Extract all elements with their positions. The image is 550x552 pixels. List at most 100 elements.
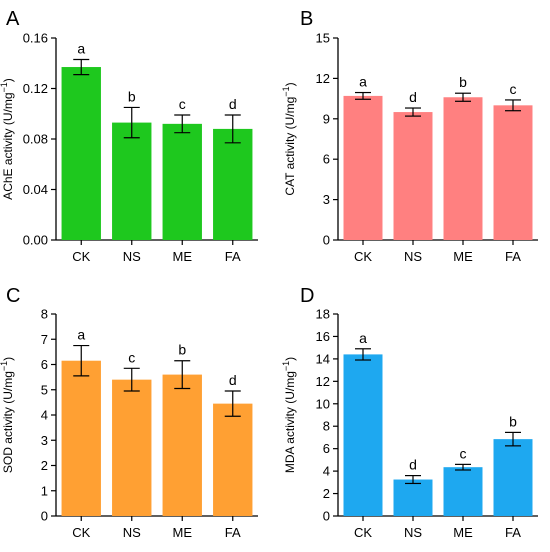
y-axis-label-superscript: −1 bbox=[0, 82, 9, 92]
y-axis-label-superscript: −1 bbox=[0, 361, 9, 371]
y-tick-label: 16 bbox=[316, 329, 330, 344]
significance-label: d bbox=[229, 96, 237, 112]
category-label: ME bbox=[173, 525, 193, 540]
y-tick-label: 3 bbox=[323, 192, 330, 207]
panel-letter: C bbox=[6, 285, 20, 307]
y-axis-label-end: ) bbox=[1, 78, 15, 82]
bar bbox=[443, 467, 483, 516]
significance-label: c bbox=[510, 81, 517, 97]
significance-label: a bbox=[77, 327, 85, 343]
bar bbox=[393, 479, 433, 516]
y-axis-label: MDA activity (U/mg−1) bbox=[281, 357, 297, 473]
bar bbox=[61, 360, 101, 516]
panel-letter: A bbox=[6, 8, 20, 30]
significance-label: d bbox=[409, 89, 417, 105]
bar bbox=[61, 67, 101, 240]
significance-label: a bbox=[77, 40, 85, 56]
significance-label: d bbox=[409, 457, 417, 473]
panel-a: A 0.00 0.04 0.08 0.12 0.16 AChE activity (U/mg… bbox=[0, 8, 258, 264]
y-tick-label: 5 bbox=[41, 382, 48, 397]
significance-label: c bbox=[179, 96, 186, 112]
y-tick-label: 8 bbox=[323, 419, 330, 434]
y-tick-label: 4 bbox=[41, 408, 48, 423]
category-label: CK bbox=[354, 249, 372, 264]
y-axis-label-main: MDA activity (U/mg bbox=[283, 371, 297, 473]
category-label: NS bbox=[123, 249, 141, 264]
bar bbox=[443, 97, 483, 241]
category-label: FA bbox=[505, 525, 521, 540]
y-tick-label: 2 bbox=[41, 458, 48, 473]
bar bbox=[213, 403, 253, 516]
bar bbox=[162, 123, 202, 240]
y-axis-label-superscript: −1 bbox=[281, 361, 291, 371]
bar bbox=[162, 374, 202, 516]
bar bbox=[112, 379, 152, 516]
y-tick-label: 2 bbox=[323, 486, 330, 501]
panel-d: D 0 2 4 6 8 10 12 14 16 18 MDA activity (U/mg−1) a CK… bbox=[281, 285, 538, 540]
y-tick-label: 1 bbox=[41, 483, 48, 498]
category-label: CK bbox=[354, 525, 372, 540]
y-tick-label: 0 bbox=[323, 233, 330, 248]
bar bbox=[343, 95, 383, 240]
y-axis-label-main: AChE activity (U/mg bbox=[1, 92, 15, 199]
y-tick-label: 4 bbox=[323, 464, 330, 479]
y-axis-label-end: ) bbox=[283, 357, 297, 361]
y-tick-label: 0.16 bbox=[23, 31, 48, 46]
y-tick-label: 3 bbox=[41, 433, 48, 448]
panel-c: C 0 1 2 3 4 5 6 7 8 SOD activity (U/mg−1) a CK c NS b ME… bbox=[0, 285, 258, 540]
panel-b: B 0 3 6 9 12 15 CAT activity (U/mg−1) a CK d NS b ME c… bbox=[281, 8, 538, 264]
category-label: FA bbox=[225, 525, 241, 540]
category-label: NS bbox=[404, 249, 422, 264]
category-label: ME bbox=[453, 249, 473, 264]
bar bbox=[343, 354, 383, 516]
category-label: CK bbox=[72, 525, 90, 540]
category-label: NS bbox=[123, 525, 141, 540]
bar bbox=[493, 439, 533, 516]
category-label: FA bbox=[225, 249, 241, 264]
y-tick-label: 6 bbox=[323, 441, 330, 456]
significance-label: d bbox=[229, 372, 237, 388]
y-axis-label: AChE activity (U/mg−1) bbox=[0, 78, 15, 200]
significance-label: c bbox=[460, 445, 467, 461]
bar bbox=[493, 105, 533, 240]
category-label: ME bbox=[453, 525, 473, 540]
significance-label: b bbox=[128, 88, 136, 104]
significance-label: a bbox=[359, 74, 367, 90]
panel-letter: B bbox=[300, 8, 313, 30]
y-axis-label: SOD activity (U/mg−1) bbox=[0, 357, 15, 473]
y-tick-label: 0 bbox=[323, 509, 330, 524]
y-tick-label: 18 bbox=[316, 307, 330, 322]
significance-label: b bbox=[178, 342, 186, 358]
y-tick-label: 6 bbox=[323, 152, 330, 167]
significance-label: b bbox=[459, 74, 467, 90]
significance-label: a bbox=[359, 330, 367, 346]
panel-letter: D bbox=[300, 285, 314, 307]
significance-label: c bbox=[128, 349, 135, 365]
y-tick-label: 12 bbox=[316, 71, 330, 86]
bar bbox=[112, 122, 152, 240]
y-tick-label: 0.04 bbox=[23, 182, 48, 197]
y-tick-label: 15 bbox=[316, 31, 330, 46]
y-tick-label: 0 bbox=[41, 509, 48, 524]
y-tick-label: 6 bbox=[41, 357, 48, 372]
category-label: NS bbox=[404, 525, 422, 540]
y-tick-label: 0.08 bbox=[23, 132, 48, 147]
y-tick-label: 9 bbox=[323, 111, 330, 126]
y-tick-label: 7 bbox=[41, 332, 48, 347]
category-label: FA bbox=[505, 249, 521, 264]
y-tick-label: 0.00 bbox=[23, 233, 48, 248]
y-tick-label: 10 bbox=[316, 396, 330, 411]
category-label: ME bbox=[173, 249, 193, 264]
y-tick-label: 12 bbox=[316, 374, 330, 389]
bar bbox=[393, 112, 433, 240]
y-axis-label-end: ) bbox=[283, 82, 297, 86]
bar bbox=[213, 128, 253, 240]
y-axis-label: CAT activity (U/mg−1) bbox=[281, 82, 297, 195]
y-axis-label-superscript: −1 bbox=[281, 86, 291, 96]
y-tick-label: 14 bbox=[316, 351, 330, 366]
y-tick-label: 0.12 bbox=[23, 81, 48, 96]
y-axis-label-main: CAT activity (U/mg bbox=[283, 97, 297, 196]
y-axis-label-main: SOD activity (U/mg bbox=[1, 371, 15, 473]
